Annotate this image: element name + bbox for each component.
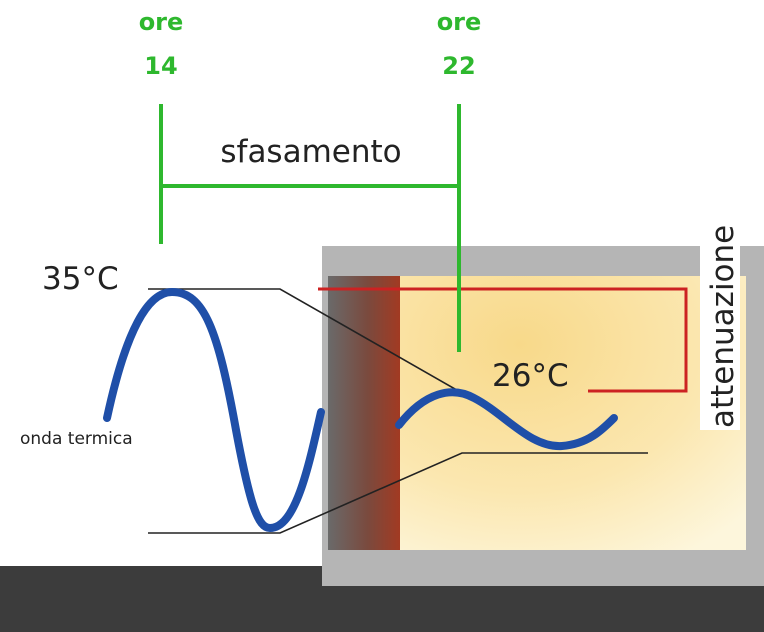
building-interior bbox=[398, 276, 746, 550]
wall-layer bbox=[328, 276, 400, 550]
phase-shift-label: sfasamento bbox=[220, 134, 401, 170]
attenuation-bracket bbox=[318, 287, 688, 393]
trough-guide-line bbox=[148, 452, 648, 534]
time-start-word: ore bbox=[139, 8, 184, 36]
attenuation-label-bg bbox=[700, 120, 740, 430]
attenuation-label: attenuazione bbox=[705, 225, 741, 428]
outside-thermal-wave bbox=[103, 287, 325, 533]
peak-guide-line bbox=[148, 288, 463, 394]
inside-peak-temp-label: 26°C bbox=[492, 358, 569, 394]
time-end-word: ore bbox=[437, 8, 482, 36]
inside-thermal-wave bbox=[395, 388, 618, 451]
time-start-value: 14 bbox=[144, 52, 177, 80]
thermal-wave-label: onda termica bbox=[20, 429, 133, 449]
time-end-value: 22 bbox=[442, 52, 475, 80]
outside-peak-temp-label: 35°C bbox=[42, 261, 119, 297]
